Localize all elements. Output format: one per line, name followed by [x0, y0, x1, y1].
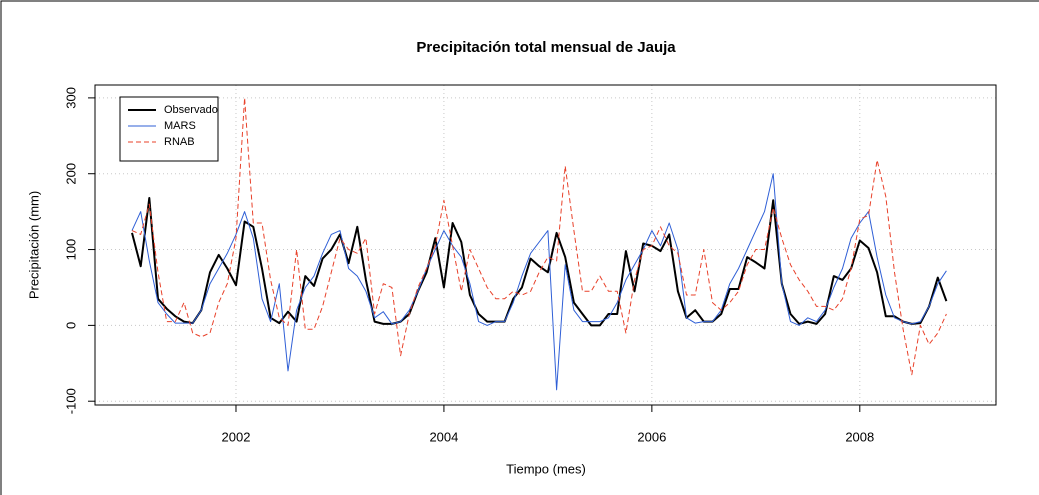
x-tick-label: 2006 — [637, 429, 666, 444]
chart-title: Precipitación total mensual de Jauja — [416, 39, 676, 56]
series-line — [131, 97, 947, 376]
legend-box — [119, 96, 219, 162]
series-line — [131, 197, 948, 327]
series-line — [131, 173, 947, 391]
y-axis-label: Precipitación (mm) — [26, 191, 41, 299]
y-tick-label: 100 — [63, 239, 78, 261]
x-axis-label: Tiempo (mes) — [506, 461, 586, 476]
y-tick-label: -100 — [63, 388, 78, 414]
plot-box — [94, 84, 997, 406]
legend-label: Observado — [164, 104, 218, 116]
y-tick-label: 300 — [63, 87, 78, 109]
x-tick-label: 2002 — [222, 429, 251, 444]
y-tick-label: 200 — [63, 163, 78, 185]
x-tick-label: 2004 — [429, 429, 458, 444]
x-tick-label: 2008 — [845, 429, 874, 444]
legend-label: MARS — [164, 120, 196, 132]
legend-label: RNAB — [164, 136, 195, 148]
y-tick-label: 0 — [63, 322, 78, 329]
